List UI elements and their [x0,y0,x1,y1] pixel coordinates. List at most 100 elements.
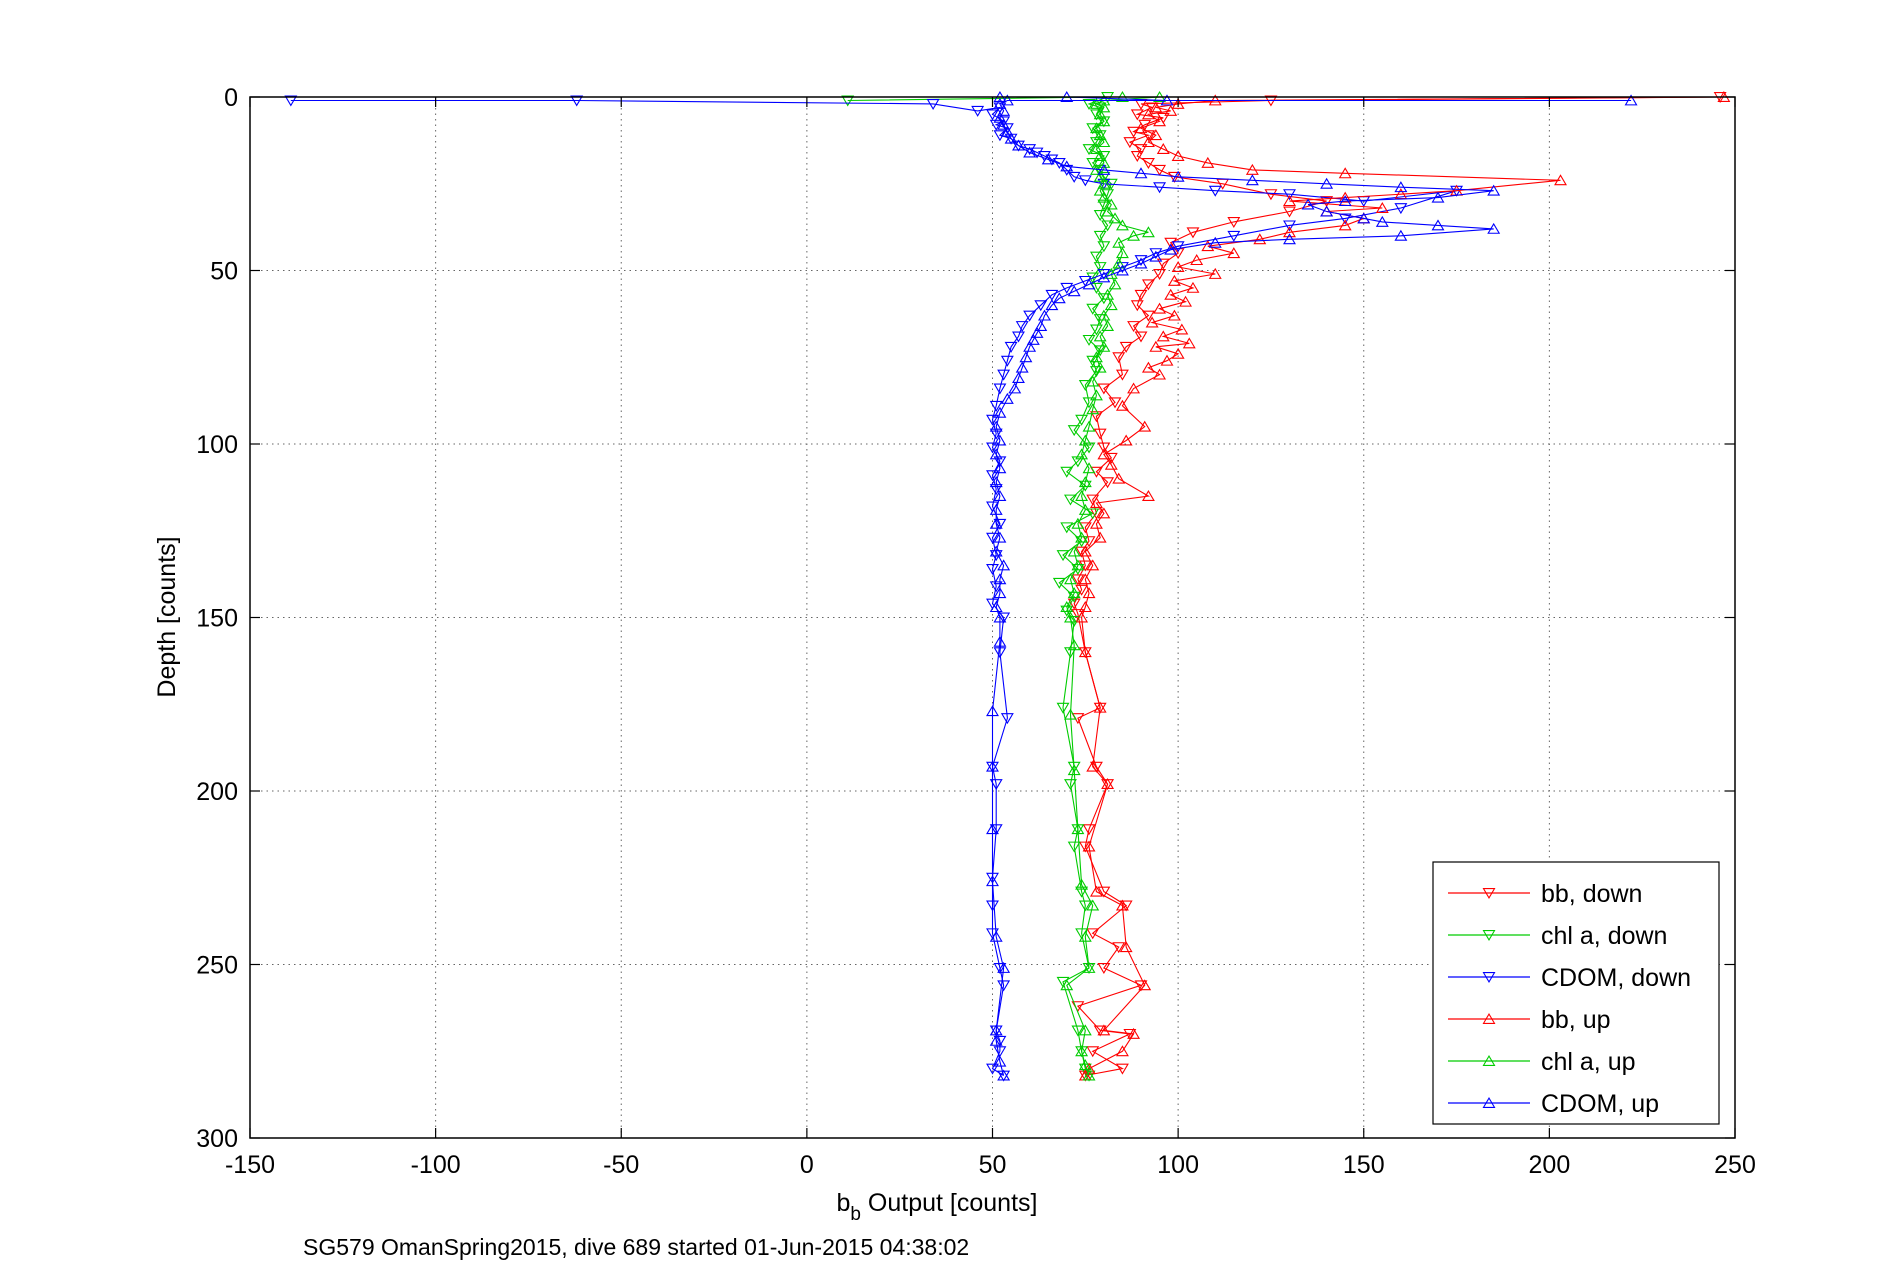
data-point-bb-up [1338,219,1352,231]
data-point-chl-a-down [1089,251,1103,263]
data-point-chl-a-up [1104,198,1118,210]
data-point-chl-a-up [1097,340,1111,352]
data-point-bb-down [1141,157,1155,169]
data-point-cdom-up [993,635,1007,647]
series-chl-a-down [841,92,1118,1082]
data-point-cdom-up [1097,271,1111,283]
data-point-cdom-down [1171,241,1185,253]
data-point-bb-up [1127,382,1141,394]
data-point-chl-a-down [1067,841,1081,853]
data-point-bb-up [1201,156,1215,168]
data-point-cdom-down [989,484,1003,496]
data-point-bb-down [1097,383,1111,395]
data-point-chl-a-up [1060,979,1074,991]
data-point-bb-up [1089,517,1103,529]
data-point-bb-up [1167,274,1181,286]
data-point-cdom-down [1004,341,1018,353]
data-point-bb-up [1283,195,1296,207]
data-point-bb-down [1156,258,1170,270]
legend-label: CDOM, down [1541,964,1691,992]
data-point-chl-a-up [1075,1045,1089,1057]
data-point-bb-down [1283,206,1296,218]
data-point-chl-a-up [1067,764,1081,776]
data-point-chl-a-down [1097,293,1111,305]
data-point-chl-a-down [1086,355,1100,367]
data-point-cdom-up [993,587,1007,599]
data-point-chl-a-down [1101,220,1115,232]
data-point-bb-up [1171,149,1185,161]
data-point-bb-down [1078,841,1092,853]
data-point-cdom-down [1012,331,1025,343]
data-point-bb-up [1338,167,1352,179]
data-point-cdom-down [1097,269,1111,281]
data-point-bb-down [1097,886,1111,898]
y-tick-label: 50 [210,258,238,286]
data-point-chl-a-up [1097,115,1111,127]
data-point-cdom-up [1082,278,1096,290]
data-point-bb-up [1179,295,1193,307]
data-point-chl-a-up [1097,156,1111,168]
data-point-chl-a-down [841,95,855,107]
data-point-bb-down [1119,900,1133,912]
data-point-chl-a-up [1075,878,1089,890]
data-point-chl-a-up [1086,375,1100,387]
series-line-cdom-up [991,96,1632,1076]
y-tick-label: 300 [196,1125,238,1153]
data-point-chl-a-down [1089,366,1103,378]
data-point-bb-up [1186,281,1200,293]
figure-caption: SG579 OmanSpring2015, dive 689 started 0… [303,1234,969,1260]
data-point-bb-down [1153,269,1167,281]
data-point-cdom-up [1624,94,1638,106]
data-point-cdom-down [1023,310,1037,322]
data-point-cdom-up [989,601,1003,613]
data-point-chl-a-up [1060,601,1074,613]
x-tick-label: 100 [1157,1151,1199,1179]
y-axis-label: Depth [counts] [153,536,181,697]
data-point-bb-up [1127,1027,1141,1039]
data-point-bb-up [1075,611,1089,623]
data-point-chl-a-up [1108,212,1122,224]
data-point-bb-up [1190,254,1204,266]
data-point-cdom-down [993,1046,1007,1058]
data-point-bb-down [1123,137,1137,149]
data-point-cdom-down [993,383,1007,395]
data-point-cdom-up [1019,351,1033,363]
data-point-cdom-up [1320,205,1334,217]
data-point-bb-down [1145,102,1159,114]
data-point-cdom-up [997,961,1011,973]
data-point-cdom-up [1034,319,1048,331]
data-point-cdom-down [997,980,1011,992]
data-point-bb-up [1153,368,1167,380]
data-point-bb-up [1082,840,1096,852]
series-line-bb-up [1081,96,1724,1076]
data-point-bb-up [1156,143,1170,154]
data-point-cdom-down [1208,185,1222,197]
legend-entry-cdom-up: CDOM, up [1448,1090,1659,1118]
data-point-chl-a-down [1089,109,1103,121]
data-point-chl-a-down [1082,397,1096,409]
data-point-bb-up [1375,202,1389,213]
data-point-bb-up [1138,420,1152,432]
data-point-chl-a-up [1064,611,1077,623]
data-point-bb-down [1112,942,1126,954]
data-point-cdom-down [989,400,1003,412]
data-point-chl-a-up [1141,226,1155,238]
data-point-cdom-down [986,1063,999,1075]
data-point-cdom-down [986,532,999,544]
x-tick-label: 50 [979,1151,1007,1179]
data-point-bb-up [1078,545,1092,557]
legend-swatch-marker [1482,930,1496,942]
data-point-chl-a-down [1078,900,1092,912]
x-tick-label: -100 [411,1151,461,1179]
legend-label: chl a, down [1541,922,1667,950]
data-point-chl-a-up [1071,559,1085,571]
data-point-chl-a-up [1101,205,1115,217]
data-point-cdom-down [1015,321,1029,333]
data-point-chl-a-down [1097,199,1111,211]
data-point-chl-a-up [1078,434,1092,446]
data-point-cdom-up [1038,309,1051,321]
data-point-bb-down [1089,411,1103,423]
data-point-cdom-up [993,490,1007,502]
data-point-bb-up [1338,191,1352,203]
data-point-bb-up [1115,899,1129,911]
